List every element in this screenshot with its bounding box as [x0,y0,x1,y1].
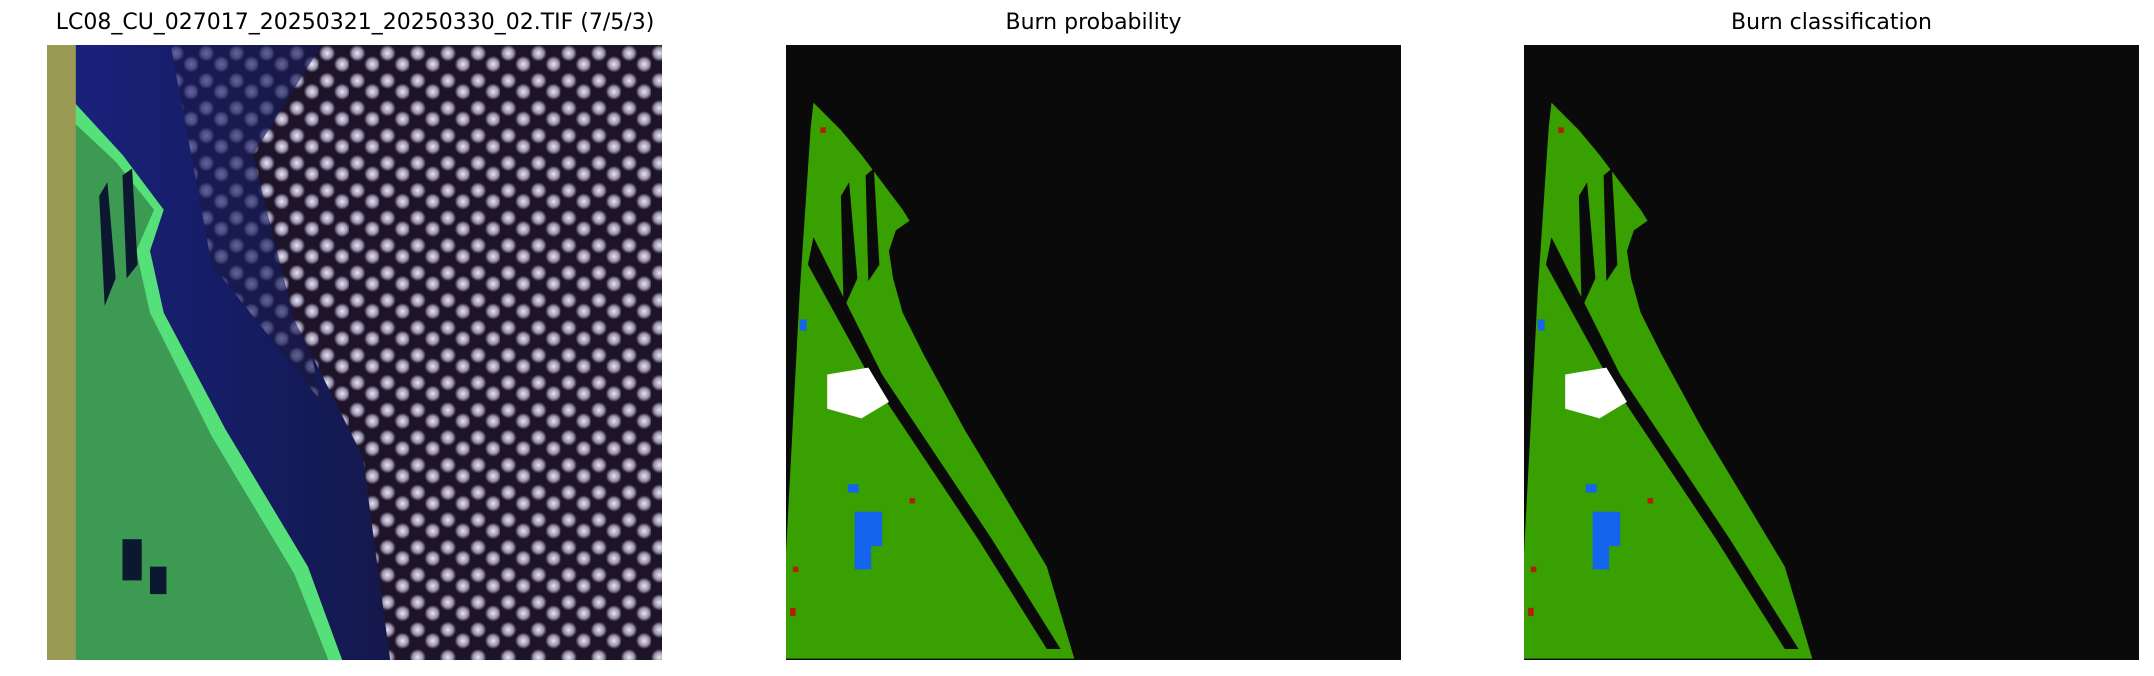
panel-title-classification: Burn classification [1731,10,1932,35]
burn-classification-map [1524,45,2139,660]
panel-title-rgb: LC08_CU_027017_20250321_20250330_02.TIF … [55,10,655,35]
rgb-composite-image [47,45,662,660]
burn-probability-map [786,45,1401,660]
panel-title-probability: Burn probability [1005,10,1182,35]
